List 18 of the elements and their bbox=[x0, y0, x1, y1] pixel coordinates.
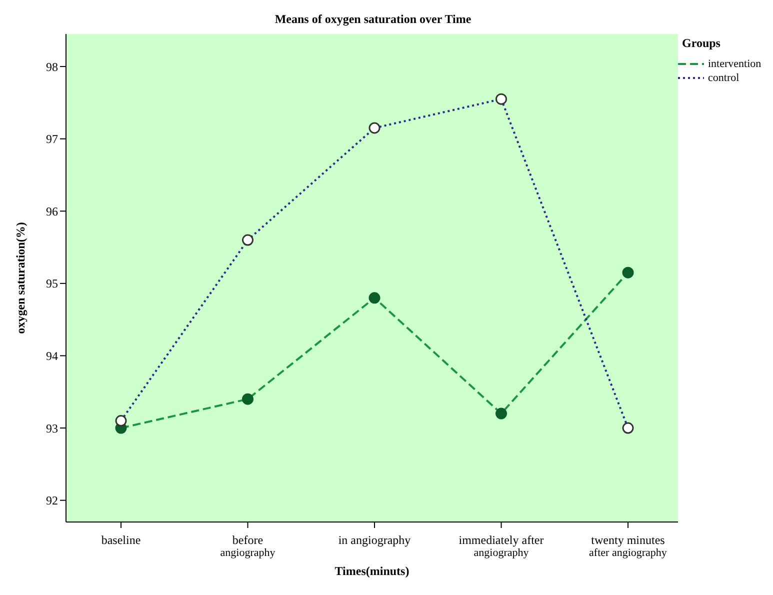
x-tick-label: in angiography bbox=[338, 533, 411, 547]
x-axis-title: Times(minuts) bbox=[334, 564, 410, 578]
legend-label: control bbox=[708, 72, 740, 84]
legend-title: Groups bbox=[682, 36, 722, 51]
x-tick-label: before angiography bbox=[220, 533, 276, 559]
x-tick-label: baseline bbox=[101, 533, 141, 547]
y-axis-title: oxygen saturation(%) bbox=[13, 222, 28, 334]
legend-label: intervention bbox=[708, 58, 762, 70]
x-tick-label: twenty minutes after angiography bbox=[589, 533, 668, 559]
y-tick-label: 93 bbox=[46, 421, 58, 436]
y-tick-label: 94 bbox=[46, 348, 58, 363]
y-tick-label: 97 bbox=[46, 132, 58, 146]
x-tick-label: immediately after angiography bbox=[458, 533, 544, 559]
y-tick-label: 96 bbox=[46, 204, 58, 218]
y-tick-label: 92 bbox=[46, 494, 58, 508]
y-tick-label: 98 bbox=[46, 60, 58, 74]
y-tick-label: 95 bbox=[46, 276, 58, 291]
chart-title: Means of oxygen saturation over Time bbox=[274, 12, 472, 27]
